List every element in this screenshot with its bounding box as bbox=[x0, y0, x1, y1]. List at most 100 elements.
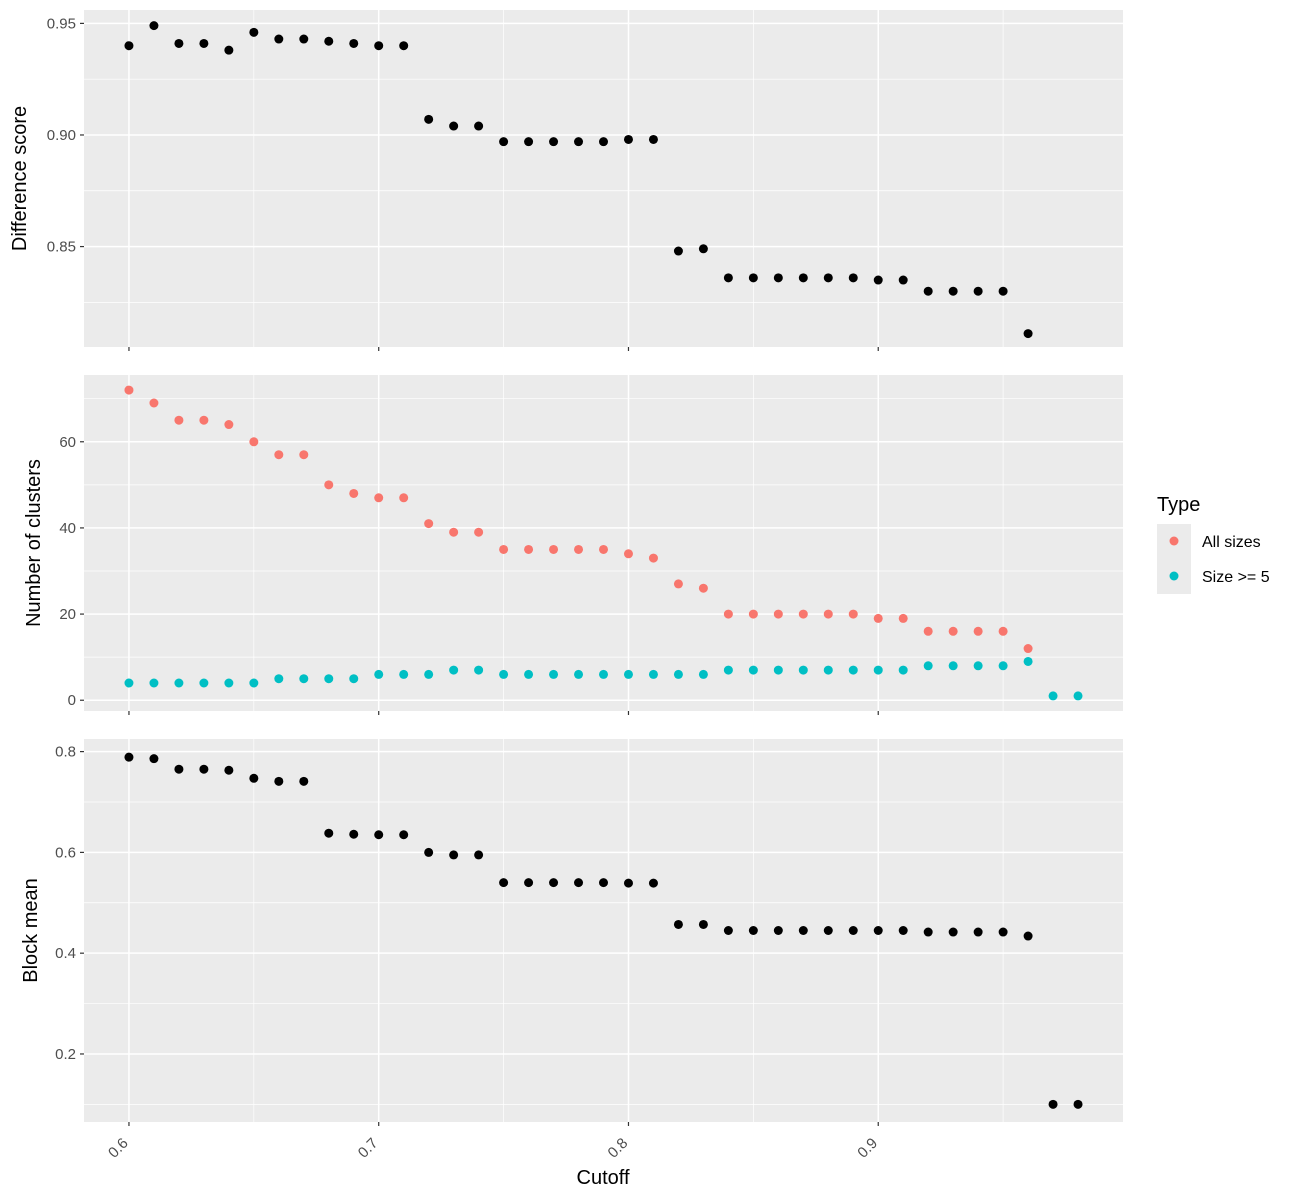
y-tick-label: 0.2 bbox=[55, 1046, 76, 1063]
data-point bbox=[723, 273, 733, 283]
data-point bbox=[299, 34, 309, 44]
data-point bbox=[948, 927, 958, 937]
data-point bbox=[698, 244, 708, 254]
data-point bbox=[149, 21, 159, 31]
data-point bbox=[898, 926, 908, 935]
data-point bbox=[898, 665, 908, 675]
data-point bbox=[524, 137, 534, 147]
data-point bbox=[798, 609, 808, 619]
data-point bbox=[274, 450, 284, 460]
y-axis-title: Number of clusters bbox=[23, 459, 45, 627]
data-point bbox=[648, 553, 658, 563]
x-tick-label: 0.9 bbox=[854, 1135, 881, 1162]
data-point bbox=[424, 519, 434, 529]
data-point bbox=[549, 544, 559, 554]
y-tick-label: 0.8 bbox=[55, 744, 76, 761]
data-point bbox=[898, 275, 908, 285]
data-point bbox=[698, 669, 708, 679]
series-1 bbox=[124, 21, 1033, 339]
data-point bbox=[823, 926, 833, 935]
data-point bbox=[873, 275, 883, 285]
y-tick-label: 0 bbox=[68, 692, 76, 709]
data-point bbox=[449, 665, 459, 675]
y-tick-label: 0.85 bbox=[47, 239, 76, 256]
y-tick-label: 40 bbox=[59, 520, 76, 537]
data-point bbox=[249, 678, 259, 688]
panels-group: 0.85 0.90 0.95 Difference score 0 20 40 60 Numbe… bbox=[9, 10, 1123, 1162]
data-point bbox=[349, 38, 359, 48]
legend-key-background bbox=[1157, 524, 1191, 594]
data-point bbox=[923, 286, 933, 296]
panel-3: 0.2 0.4 0.6 0.8 Block mean 0.6 0.7 0.8 0.9 bbox=[20, 739, 1123, 1162]
data-point bbox=[773, 665, 783, 675]
data-point bbox=[823, 609, 833, 619]
data-point bbox=[873, 926, 883, 935]
data-point bbox=[998, 626, 1008, 636]
panel-background bbox=[84, 10, 1123, 347]
data-point bbox=[823, 665, 833, 675]
data-point bbox=[748, 926, 758, 935]
data-point bbox=[748, 273, 758, 283]
data-point bbox=[124, 41, 134, 51]
data-point bbox=[449, 121, 459, 131]
data-point bbox=[698, 919, 708, 929]
data-point bbox=[249, 437, 259, 447]
data-point bbox=[898, 613, 908, 623]
data-point bbox=[524, 544, 534, 554]
data-point bbox=[249, 773, 259, 783]
data-point bbox=[349, 674, 359, 684]
data-point bbox=[574, 137, 584, 147]
data-point bbox=[948, 626, 958, 636]
data-point bbox=[873, 613, 883, 623]
data-point bbox=[998, 927, 1008, 937]
data-point bbox=[998, 661, 1008, 671]
data-point bbox=[224, 678, 234, 688]
data-point bbox=[499, 544, 509, 554]
data-point bbox=[848, 926, 858, 935]
data-point bbox=[973, 927, 983, 937]
data-point bbox=[798, 926, 808, 935]
data-point bbox=[249, 27, 259, 37]
data-point bbox=[199, 678, 209, 688]
panel-2: 0 20 40 60 Number of clusters bbox=[23, 375, 1123, 715]
data-point bbox=[149, 678, 159, 688]
data-point bbox=[574, 878, 584, 888]
panel-background bbox=[84, 375, 1123, 711]
y-tick-label: 20 bbox=[59, 606, 76, 623]
data-point bbox=[599, 878, 608, 888]
data-point bbox=[274, 776, 284, 786]
data-point bbox=[1073, 1099, 1083, 1109]
data-point bbox=[873, 665, 883, 675]
data-point bbox=[449, 527, 459, 537]
data-point bbox=[574, 669, 584, 679]
data-point bbox=[324, 480, 334, 490]
series-1 bbox=[124, 385, 1033, 654]
data-point bbox=[199, 764, 209, 774]
y-tick-label: 0.95 bbox=[47, 15, 76, 32]
data-point bbox=[174, 678, 184, 688]
data-point bbox=[224, 420, 234, 430]
series-2 bbox=[124, 656, 1083, 701]
data-point bbox=[1023, 931, 1033, 941]
data-point bbox=[124, 752, 134, 762]
data-point bbox=[174, 38, 184, 48]
data-point bbox=[673, 919, 683, 929]
data-point bbox=[399, 669, 409, 679]
data-point bbox=[149, 754, 159, 764]
data-point bbox=[1023, 329, 1033, 339]
data-point bbox=[399, 41, 409, 51]
data-point bbox=[499, 878, 509, 888]
data-point bbox=[524, 878, 534, 888]
data-point bbox=[773, 926, 783, 935]
data-point bbox=[474, 121, 484, 131]
x-axis-title: Cutoff bbox=[577, 1167, 630, 1189]
data-point bbox=[274, 674, 284, 684]
data-point bbox=[723, 609, 733, 619]
data-point bbox=[274, 34, 284, 44]
data-point bbox=[199, 415, 209, 425]
data-point bbox=[374, 41, 384, 51]
data-point bbox=[773, 609, 783, 619]
legend: Type All sizes Size >= 5 bbox=[1157, 494, 1270, 594]
panel-1: 0.85 0.90 0.95 Difference score bbox=[9, 10, 1123, 351]
